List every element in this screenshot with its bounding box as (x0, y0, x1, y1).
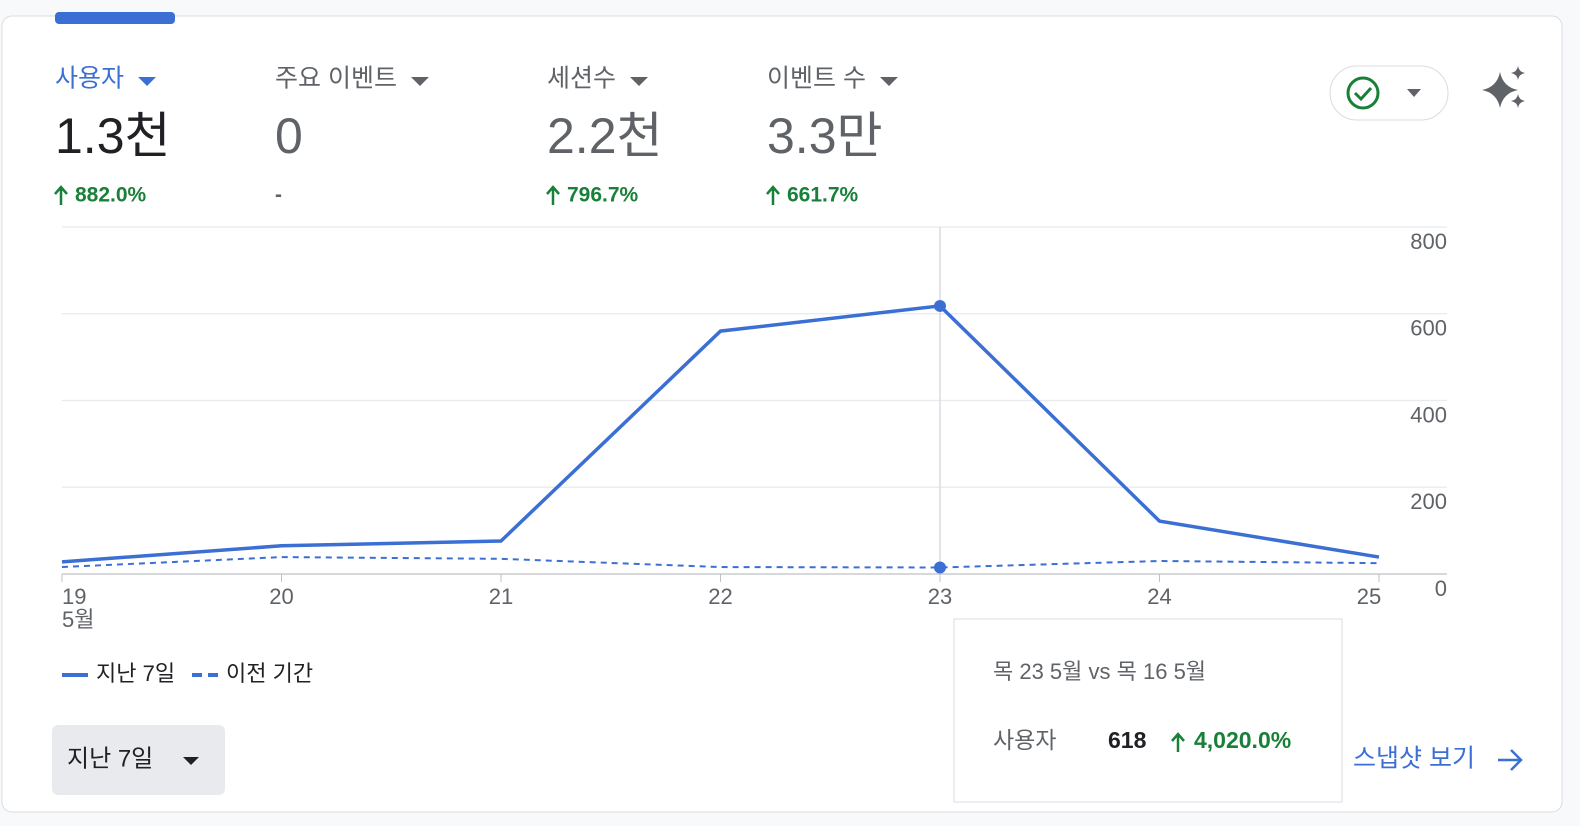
dropdown-arrow (1407, 89, 1421, 97)
period-button-label: 지난 7일 (67, 745, 153, 772)
metric-value: 0 (275, 108, 303, 164)
hover-dot (934, 299, 946, 312)
dropdown-arrow (183, 757, 199, 765)
snapshot-link[interactable]: 스냅샷 보기 (1353, 745, 1475, 773)
check-mark (1353, 86, 1373, 102)
legend-label: 지난 7일 (96, 661, 175, 686)
tooltip-value: 618 (1108, 727, 1147, 753)
metric-label[interactable]: 이벤트 수 (767, 65, 866, 93)
metric-label[interactable]: 세션수 (547, 65, 616, 93)
x-sublabel: 5월 (62, 607, 94, 632)
up-arrow (546, 185, 560, 205)
x-tick-label: 22 (708, 584, 732, 609)
metric-value: 1.3천 (55, 108, 171, 164)
metric-change: 661.7% (787, 184, 859, 207)
metric-value: 3.3만 (767, 108, 883, 164)
up-arrow (54, 185, 68, 205)
metric-change: - (275, 184, 282, 207)
series-line (61, 304, 1380, 564)
metric-change: 796.7% (567, 184, 639, 207)
y-tick-label: 200 (1410, 489, 1447, 514)
x-tick-label: 21 (489, 584, 513, 609)
dropdown-arrow (630, 77, 649, 86)
tooltip-title: 목 23 5월 vs 목 16 5월 (993, 659, 1206, 684)
legend-label: 이전 기간 (226, 661, 313, 686)
tooltip-change: 4,020.0% (1194, 727, 1291, 753)
y-tick-label: 600 (1410, 316, 1447, 341)
tooltip-box (953, 618, 1343, 803)
x-tick-label: 25 (1357, 584, 1381, 609)
metric-change: 882.0% (75, 184, 147, 207)
x-tick-label: 20 (269, 584, 293, 609)
up-arrow (1171, 732, 1185, 752)
active-tab-indicator (55, 12, 175, 24)
card (1, 15, 1563, 813)
metric-label[interactable]: 사용자 (55, 65, 124, 93)
dropdown-arrow (138, 77, 157, 86)
x-tick-label: 23 (928, 584, 952, 609)
period-button[interactable] (52, 725, 225, 795)
link-arrow (1498, 749, 1523, 771)
y-tick-label: 800 (1410, 229, 1447, 254)
insights-icon[interactable] (1482, 66, 1525, 108)
tooltip-metric: 사용자 (993, 727, 1056, 753)
metric-label[interactable]: 주요 이벤트 (275, 65, 397, 93)
y-tick-label: 400 (1410, 402, 1447, 427)
dropdown-arrow (879, 77, 898, 86)
metric-value: 2.2천 (547, 108, 663, 164)
x-tick-label: 19 (62, 584, 86, 609)
tooltip: 목 23 5월 vs 목 16 5월 사용자 618 4,020.0% (953, 618, 1343, 803)
x-tick-label: 24 (1147, 584, 1171, 609)
up-arrow (766, 185, 780, 205)
hover-dot (934, 561, 946, 574)
y-tick-label: 0 (1435, 576, 1447, 601)
check-icon (1346, 76, 1380, 110)
dropdown-arrow (410, 77, 429, 86)
